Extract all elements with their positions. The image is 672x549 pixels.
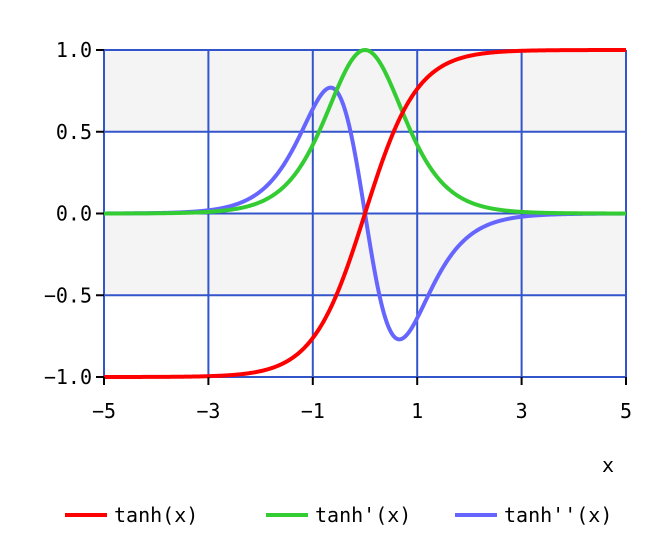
y-tick-label: 0.5 xyxy=(56,120,92,144)
series-layer xyxy=(103,48,627,379)
x-tick-label: −5 xyxy=(92,399,116,423)
legend: tanh(x) tanh'(x) tanh''(x) xyxy=(65,503,612,527)
y-tick-label: 0.0 xyxy=(56,202,92,226)
y-tick-label: 1.0 xyxy=(56,38,92,62)
x-tick-label: 3 xyxy=(516,399,528,423)
x-tick-label: −3 xyxy=(196,399,220,423)
y-tick-label: −1.0 xyxy=(44,365,92,389)
band-top xyxy=(104,50,626,132)
background-bands xyxy=(104,50,626,296)
tick-marks xyxy=(96,49,627,385)
legend-label: tanh''(x) xyxy=(504,503,612,527)
y-tick-label: −0.5 xyxy=(44,283,92,307)
x-tick-label: 1 xyxy=(411,399,423,423)
x-axis-label: x xyxy=(602,453,614,477)
series-line-1 xyxy=(103,48,627,216)
legend-label: tanh(x) xyxy=(114,503,198,527)
series-line-0 xyxy=(103,48,627,379)
band-middle xyxy=(104,213,626,296)
tick-labels: 1.0 0.5 0.0 −0.5 −1.0−5 −3 −1 1 3 5 xyxy=(44,38,632,423)
x-tick-label: −1 xyxy=(301,399,325,423)
x-tick-label: 5 xyxy=(620,399,632,423)
legend-label: tanh'(x) xyxy=(315,503,411,527)
